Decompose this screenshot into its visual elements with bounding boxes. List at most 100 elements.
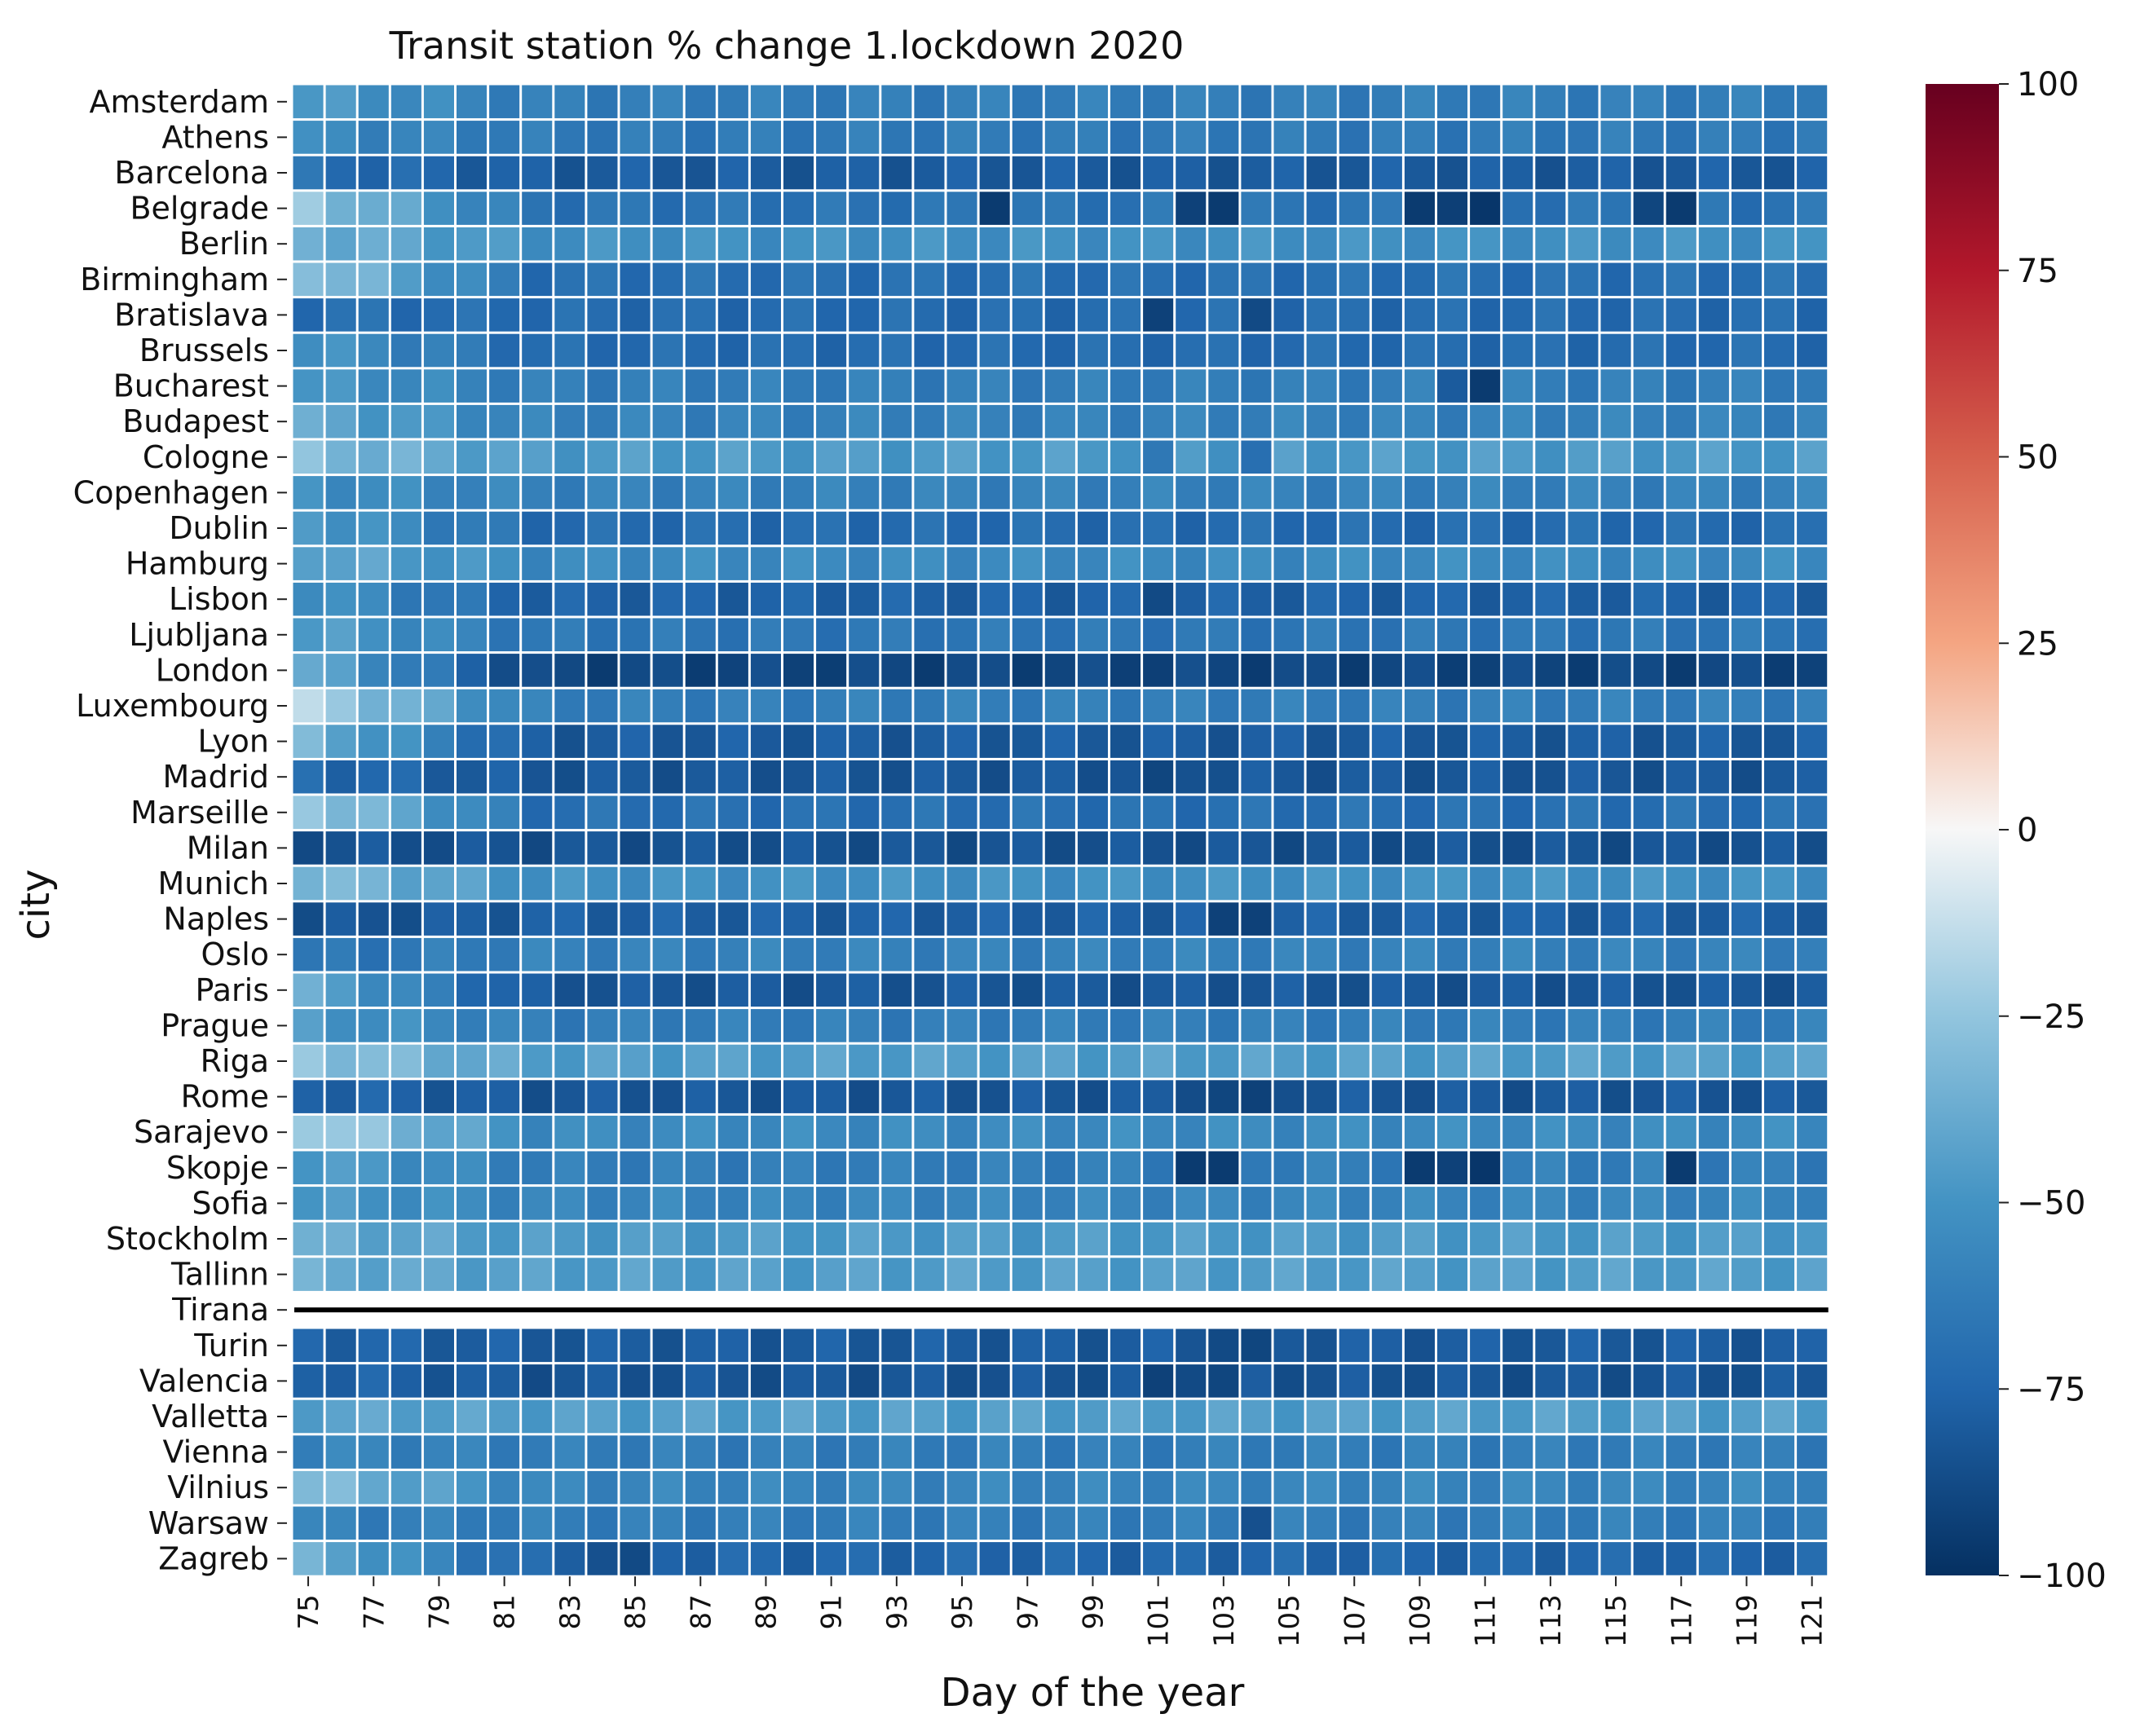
heatmap-cell (358, 1542, 389, 1575)
heatmap-cell (1731, 333, 1762, 368)
heatmap-cell (1077, 192, 1108, 225)
heatmap-cell (1633, 1187, 1664, 1220)
heatmap-cell (1568, 333, 1599, 368)
heatmap-cell (1044, 1435, 1075, 1469)
heatmap-cell (1764, 333, 1795, 368)
heatmap-cell (881, 1258, 912, 1291)
x-tick-label: 89 (750, 1594, 783, 1629)
heatmap-cell (390, 547, 421, 580)
heatmap-cell (1698, 689, 1729, 723)
city-label: Luxembourg (76, 688, 269, 724)
heatmap-cell (587, 1115, 618, 1149)
heatmap-cell (816, 654, 847, 687)
heatmap-cell (1339, 1470, 1370, 1505)
x-tick-label: 75 (293, 1594, 325, 1629)
heatmap-cell (620, 476, 651, 509)
heatmap-cell (1012, 1542, 1043, 1575)
heatmap-cell (358, 654, 389, 687)
heatmap-cell (1666, 1435, 1696, 1469)
heatmap-cell (1731, 1506, 1762, 1540)
heatmap-cell (816, 333, 847, 368)
heatmap-cell (457, 85, 488, 119)
heatmap-cell (1371, 654, 1402, 687)
heatmap-cell (358, 262, 389, 297)
heatmap-cell (849, 831, 880, 865)
heatmap-cell (1535, 937, 1566, 972)
heatmap-cell (816, 582, 847, 616)
heatmap-cell (1698, 369, 1729, 403)
heatmap-cell (1470, 618, 1501, 652)
heatmap-cell (914, 831, 945, 865)
heatmap-cell (1666, 1080, 1696, 1113)
heatmap-cell (1176, 831, 1207, 865)
heatmap-cell (1241, 831, 1272, 865)
heatmap-cell (554, 156, 585, 190)
heatmap-cell (1404, 1151, 1435, 1185)
heatmap-cell (1470, 937, 1501, 972)
heatmap-cell (1731, 760, 1762, 794)
heatmap-cell (1698, 760, 1729, 794)
heatmap-cell (881, 227, 912, 261)
heatmap-cell (587, 654, 618, 687)
heatmap-cell (652, 1080, 683, 1113)
heatmap-cell (1437, 1080, 1468, 1113)
heatmap-cell (1535, 1151, 1566, 1185)
heatmap-cell (652, 831, 683, 865)
heatmap-cell (1764, 1044, 1795, 1078)
heatmap-cell (1764, 156, 1795, 190)
heatmap-cell (1437, 582, 1468, 616)
heatmap-cell (1470, 1506, 1501, 1540)
heatmap-cell (390, 831, 421, 865)
heatmap-cell (717, 121, 748, 154)
heatmap-cell (717, 369, 748, 403)
heatmap-cell (1241, 1399, 1272, 1434)
heatmap-cell (489, 689, 520, 723)
heatmap-cell (750, 1258, 781, 1291)
heatmap-cell (1208, 511, 1239, 545)
heatmap-cell (717, 618, 748, 652)
heatmap-cell (587, 1222, 618, 1256)
heatmap-cell (1371, 725, 1402, 758)
heatmap-cell (1600, 725, 1631, 758)
heatmap-cell (457, 937, 488, 972)
heatmap-cell (325, 1151, 356, 1185)
heatmap-cell (1176, 1542, 1207, 1575)
heatmap-cell (881, 262, 912, 297)
heatmap-cell (1371, 227, 1402, 261)
heatmap-cell (1502, 547, 1533, 580)
city-label: Tallinn (170, 1257, 269, 1293)
heatmap-cell (522, 582, 553, 616)
heatmap-cell (1404, 333, 1435, 368)
heatmap-cell (1470, 227, 1501, 261)
heatmap-cell (620, 795, 651, 830)
heatmap-cell (1568, 262, 1599, 297)
heatmap-cell (1176, 404, 1207, 438)
heatmap-cell (1143, 973, 1174, 1007)
heatmap-cell (1208, 937, 1239, 972)
heatmap-cell (1110, 1222, 1141, 1256)
heatmap-cell (587, 1506, 618, 1540)
heatmap-cell (325, 1364, 356, 1398)
heatmap-cell (1371, 1328, 1402, 1363)
heatmap-cell (358, 404, 389, 438)
heatmap-cell (1698, 795, 1729, 830)
heatmap-cell (1241, 1506, 1272, 1540)
heatmap-cell (1273, 369, 1304, 403)
heatmap-cell (685, 866, 716, 901)
heatmap-cell (1044, 725, 1075, 758)
heatmap-cell (1110, 1187, 1141, 1220)
heatmap-cell (750, 1187, 781, 1220)
heatmap-cell (1044, 831, 1075, 865)
heatmap-cell (522, 1222, 553, 1256)
heatmap-cell (1241, 1470, 1272, 1505)
heatmap-cell (522, 547, 553, 580)
heatmap-cell (979, 725, 1010, 758)
heatmap-cell (685, 333, 716, 368)
heatmap-cell (1797, 1080, 1828, 1113)
heatmap-cell (946, 760, 977, 794)
heatmap-cell (1470, 369, 1501, 403)
heatmap-cell (293, 725, 324, 758)
heatmap-cell (1698, 440, 1729, 474)
heatmap-cell (652, 1258, 683, 1291)
heatmap-cell (717, 298, 748, 332)
